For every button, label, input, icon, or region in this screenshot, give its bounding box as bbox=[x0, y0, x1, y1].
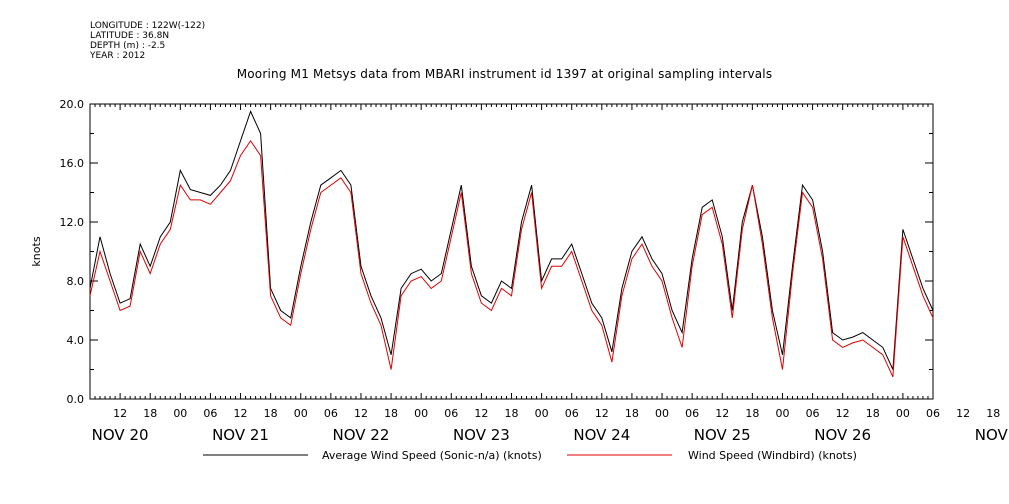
legend-label: Average Wind Speed (Sonic-n/a) (knots) bbox=[322, 449, 542, 462]
x-hour-tick-label: 12 bbox=[113, 407, 127, 420]
x-hour-tick-label: 06 bbox=[203, 407, 217, 420]
x-date-label: NOV 24 bbox=[573, 426, 630, 444]
x-hour-tick-label: 18 bbox=[745, 407, 759, 420]
y-tick-label: 16.0 bbox=[60, 157, 85, 170]
metadata-block: LONGITUDE : 122W(-122) LATITUDE : 36.8N DE… bbox=[90, 21, 205, 61]
x-date-label: NOV 22 bbox=[333, 426, 390, 444]
x-hour-tick-label: 00 bbox=[655, 407, 669, 420]
x-hour-tick-label: 12 bbox=[354, 407, 368, 420]
x-hour-tick-label: 18 bbox=[505, 407, 519, 420]
x-hour-tick-label: 18 bbox=[384, 407, 398, 420]
x-hour-tick-label: 06 bbox=[444, 407, 458, 420]
x-hour-tick-label: 12 bbox=[474, 407, 488, 420]
y-tick-label: 4.0 bbox=[67, 334, 85, 347]
x-date-label: NOV 27 bbox=[975, 426, 1009, 444]
x-hour-tick-label: 06 bbox=[926, 407, 940, 420]
x-hour-tick-label: 12 bbox=[595, 407, 609, 420]
x-hour-tick-label: 00 bbox=[535, 407, 549, 420]
series-line-windbird bbox=[89, 140, 934, 378]
x-hour-tick-label: 18 bbox=[625, 407, 639, 420]
x-hour-tick-label: 12 bbox=[836, 407, 850, 420]
x-hour-tick-label: 00 bbox=[775, 407, 789, 420]
x-hour-tick-label: 18 bbox=[143, 407, 157, 420]
y-tick-label: 20.0 bbox=[60, 98, 85, 111]
longitude-label: LONGITUDE : 122W(-122) bbox=[90, 21, 206, 31]
x-hour-tick-label: 18 bbox=[986, 407, 1000, 420]
x-hour-tick-label: 06 bbox=[324, 407, 338, 420]
x-hour-tick-label: 06 bbox=[806, 407, 820, 420]
y-tick-label: 12.0 bbox=[60, 216, 85, 229]
x-hour-tick-label: 12 bbox=[956, 407, 970, 420]
x-hour-tick-label: 06 bbox=[565, 407, 579, 420]
x-hour-tick-label: 00 bbox=[414, 407, 428, 420]
x-hour-tick-label: 06 bbox=[685, 407, 699, 420]
y-tick-label: 8.0 bbox=[67, 275, 85, 288]
x-date-label: NOV 25 bbox=[694, 426, 751, 444]
latitude-label: LATITUDE : 36.8N bbox=[90, 31, 170, 41]
plot-frame bbox=[89, 103, 934, 400]
x-hour-tick-label: 18 bbox=[264, 407, 278, 420]
x-date-label: NOV 23 bbox=[453, 426, 510, 444]
x-hour-tick-label: 00 bbox=[173, 407, 187, 420]
y-tick-label: 0.0 bbox=[67, 393, 85, 406]
chart-title: Mooring M1 Metsys data from MBARI instru… bbox=[236, 67, 773, 81]
x-hour-tick-label: 18 bbox=[866, 407, 880, 420]
depth-label: DEPTH (m) : -2.5 bbox=[90, 41, 166, 51]
series-line-average-wind bbox=[89, 110, 934, 370]
y-axis-label: knots bbox=[30, 236, 43, 266]
x-hour-tick-label: 12 bbox=[234, 407, 248, 420]
x-hour-tick-label: 00 bbox=[896, 407, 910, 420]
x-date-label: NOV 20 bbox=[92, 426, 149, 444]
x-hour-tick-label: 00 bbox=[294, 407, 308, 420]
x-hour-tick-label: 12 bbox=[715, 407, 729, 420]
legend-label: Wind Speed (Windbird) (knots) bbox=[688, 449, 857, 462]
x-date-label: NOV 26 bbox=[814, 426, 871, 444]
year-label: YEAR : 2012 bbox=[90, 51, 146, 61]
x-date-label: NOV 21 bbox=[212, 426, 269, 444]
